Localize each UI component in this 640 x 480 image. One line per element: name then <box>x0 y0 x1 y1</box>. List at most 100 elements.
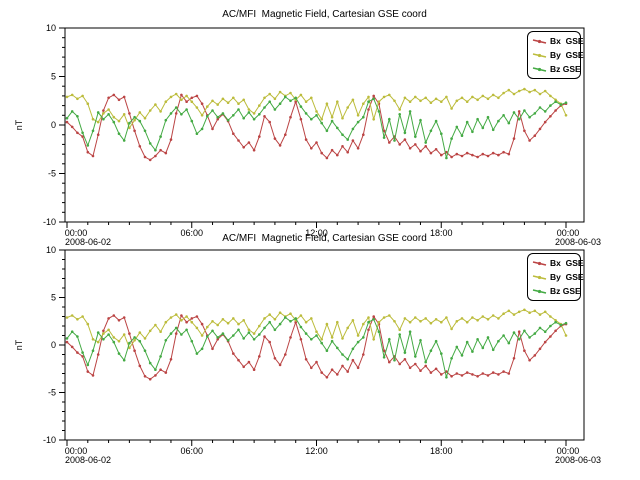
data-point <box>76 335 79 338</box>
data-point <box>429 349 433 352</box>
data-point <box>252 112 256 115</box>
data-point <box>517 117 521 121</box>
data-point <box>481 346 485 350</box>
data-point <box>70 125 74 129</box>
data-point <box>538 127 542 131</box>
data-point <box>362 102 365 105</box>
legend-item-bx: Bx GSE <box>532 34 584 48</box>
data-point <box>200 127 204 131</box>
data-point <box>128 341 131 345</box>
data-point <box>122 358 126 362</box>
series-line-bz-gse <box>66 316 567 378</box>
data-point <box>169 112 173 115</box>
x-tick-label: 18:00 <box>430 228 453 238</box>
data-point <box>465 151 469 155</box>
data-point <box>315 360 318 364</box>
data-point <box>180 333 183 336</box>
data-point <box>543 310 547 314</box>
data-point <box>70 345 74 349</box>
data-point <box>543 89 547 93</box>
legend-item-bz: Bz GSE <box>532 62 581 76</box>
x-tick-label: 00:00 <box>65 446 88 456</box>
data-point <box>419 369 422 372</box>
data-point <box>133 118 136 122</box>
data-point <box>96 340 100 344</box>
data-point <box>273 97 277 101</box>
data-point <box>138 331 142 334</box>
data-point <box>523 349 526 352</box>
data-point <box>455 125 459 129</box>
data-point <box>320 338 324 341</box>
data-point <box>476 155 479 159</box>
data-point <box>211 127 214 131</box>
data-point <box>91 349 95 352</box>
data-point <box>304 100 308 103</box>
data-point <box>434 339 438 343</box>
data-point <box>356 147 360 150</box>
data-point <box>440 352 443 355</box>
data-point <box>429 151 433 155</box>
data-point <box>65 120 69 124</box>
data-point <box>533 354 537 357</box>
legend-label-by: By GSE <box>550 272 584 282</box>
data-point <box>481 315 485 318</box>
data-point <box>86 144 90 147</box>
data-point <box>148 158 152 162</box>
data-point <box>346 326 350 330</box>
data-point <box>341 353 344 356</box>
x-tick-label: 12:00 <box>305 446 328 456</box>
data-point <box>70 330 74 333</box>
data-point <box>242 337 245 340</box>
data-point <box>523 329 526 333</box>
data-point <box>336 346 339 350</box>
data-point <box>112 314 116 317</box>
data-point <box>310 147 313 150</box>
data-point <box>476 117 479 121</box>
data-point <box>330 115 334 119</box>
data-point <box>497 339 500 343</box>
y-axis-label-bottom: nT <box>14 339 24 351</box>
data-point <box>450 327 453 331</box>
data-point <box>502 312 505 315</box>
data-point <box>476 319 479 322</box>
y-tick-label: 0 <box>51 120 56 130</box>
data-point <box>107 108 110 111</box>
data-point <box>528 358 531 362</box>
data-point <box>221 332 225 335</box>
data-point <box>471 350 474 353</box>
data-point <box>237 322 240 326</box>
data-point <box>278 311 282 314</box>
data-point <box>91 338 95 341</box>
data-point <box>414 316 417 319</box>
data-point <box>86 102 90 105</box>
data-point <box>195 326 199 330</box>
data-point <box>86 370 90 373</box>
data-point <box>180 93 183 97</box>
data-point <box>211 320 214 323</box>
data-point <box>424 141 428 144</box>
data-point <box>424 96 428 100</box>
data-point <box>86 150 90 154</box>
data-point <box>362 353 365 356</box>
data-point <box>419 118 422 122</box>
data-point <box>70 314 74 317</box>
data-point <box>273 137 277 140</box>
data-point <box>216 338 219 341</box>
data-point <box>117 98 121 102</box>
data-point <box>440 320 443 324</box>
data-point <box>174 332 178 335</box>
data-point <box>523 308 526 312</box>
data-point <box>247 108 251 111</box>
y-tick-label: 10 <box>46 23 56 33</box>
data-point <box>96 353 100 356</box>
data-point <box>185 94 188 98</box>
data-point <box>107 328 110 332</box>
data-point <box>523 87 526 91</box>
data-point <box>315 334 318 337</box>
data-point <box>304 320 308 324</box>
data-point <box>325 102 329 105</box>
data-point <box>237 102 240 105</box>
data-point <box>117 119 121 123</box>
